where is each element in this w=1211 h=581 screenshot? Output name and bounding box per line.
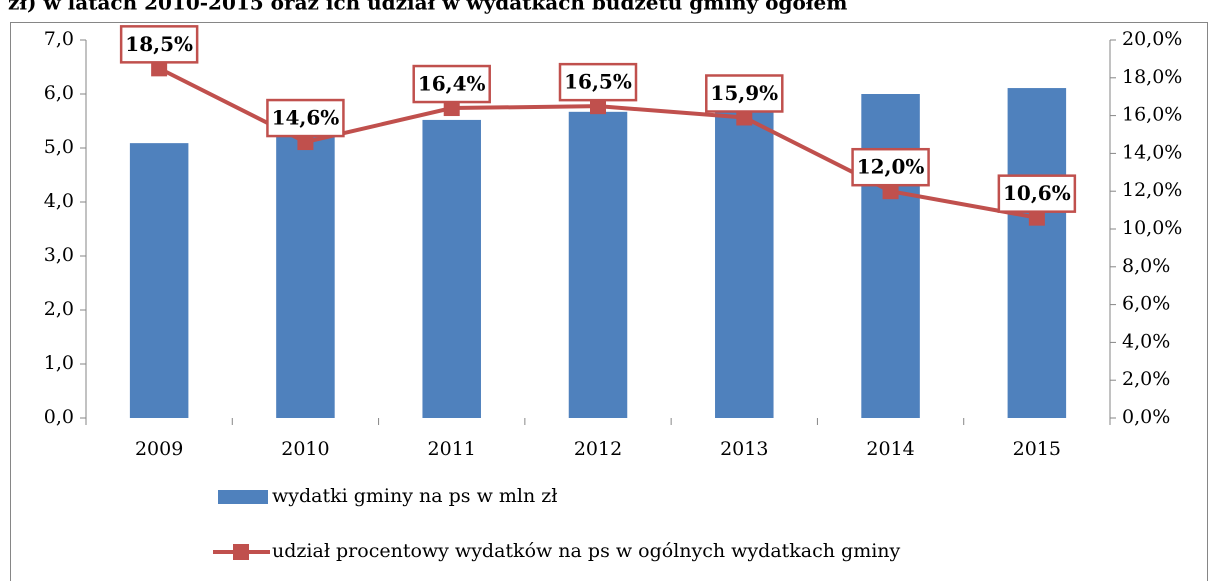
data-label-box [412, 64, 491, 104]
data-label: 14,6% [272, 106, 340, 130]
y2-tick-label: 2,0% [1122, 368, 1170, 390]
marker [590, 98, 606, 115]
bar [1007, 88, 1067, 418]
marker [443, 100, 460, 117]
y-tick-label: 6,0 [44, 82, 74, 104]
data-label-box [266, 98, 345, 138]
y-tick-label: 0,0 [44, 406, 74, 428]
x-tick-label: 2013 [720, 438, 768, 460]
x-tick-label: 2015 [1013, 438, 1061, 460]
data-label: 12,0% [857, 155, 925, 179]
marker [1028, 209, 1045, 226]
y-tick-label: 1,0 [44, 352, 74, 374]
y2-tick-label: 18,0% [1122, 66, 1182, 88]
data-label: 15,9% [710, 81, 778, 105]
data-label-box [851, 147, 930, 187]
marker [882, 183, 899, 200]
y2-tick-label: 6,0% [1122, 293, 1170, 315]
chart-title: zł) w latach 2010-2015 oraz ich udział w… [8, 0, 847, 15]
x-tick-label: 2010 [281, 438, 329, 460]
marker [297, 134, 314, 151]
y-tick-label: 4,0 [44, 190, 74, 212]
bar [129, 143, 189, 418]
data-label-box [558, 62, 638, 102]
marker [736, 109, 753, 126]
data-label-box [705, 74, 784, 113]
data-label: 18,5% [125, 32, 193, 56]
bar [715, 108, 774, 418]
y2-tick-label: 10,0% [1122, 217, 1182, 239]
data-label-box [997, 174, 1077, 213]
bar [422, 119, 481, 419]
y2-tick-label: 14,0% [1122, 141, 1182, 163]
legend-swatch [233, 544, 249, 560]
x-tick-label: 2014 [866, 438, 914, 460]
bar [861, 94, 920, 418]
y2-tick-label: 0,0% [1122, 406, 1170, 428]
data-label: 16,5% [564, 70, 632, 94]
bar [276, 126, 335, 419]
legend-label: udział procentowy wydatków na ps w ogóln… [272, 540, 901, 562]
legend-swatch [218, 490, 268, 504]
y-tick-label: 5,0 [44, 136, 74, 158]
data-label: 10,6% [1003, 181, 1071, 205]
data-label: 16,4% [418, 72, 486, 96]
y2-tick-label: 16,0% [1122, 104, 1182, 126]
y-tick-label: 7,0 [44, 28, 74, 50]
y-tick-label: 2,0 [44, 298, 74, 320]
y2-tick-label: 20,0% [1122, 28, 1182, 50]
y2-tick-label: 12,0% [1122, 179, 1182, 201]
marker [151, 60, 168, 77]
data-label-box [119, 25, 199, 64]
x-tick-label: 2011 [428, 438, 476, 460]
y-tick-label: 3,0 [44, 244, 74, 266]
y2-tick-label: 8,0% [1122, 255, 1170, 277]
legend-label: wydatki gminy na ps w mln zł [272, 485, 557, 507]
x-tick-label: 2012 [574, 438, 622, 460]
y2-tick-label: 4,0% [1122, 330, 1170, 352]
bar [568, 111, 628, 418]
x-tick-label: 2009 [135, 438, 183, 460]
